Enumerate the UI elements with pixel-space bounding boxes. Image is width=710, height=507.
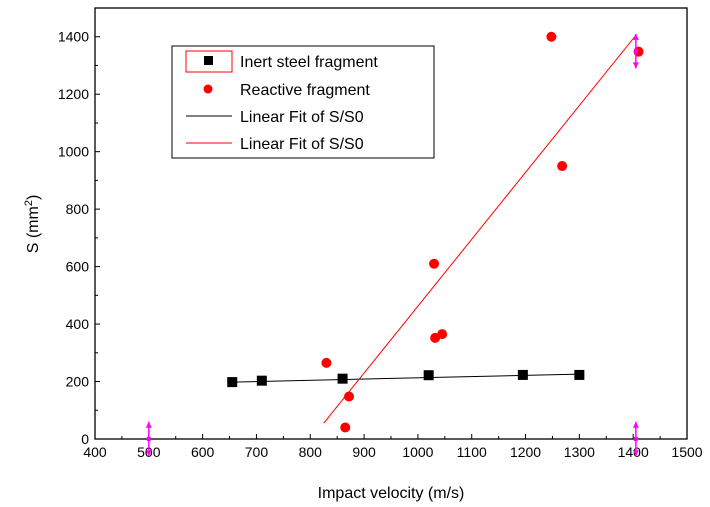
y-axis-title-main: S (mm — [25, 206, 42, 253]
legend-reactive-marker — [203, 84, 213, 94]
legend-inert-marker — [204, 56, 213, 65]
legend-label-reactive: Reactive fragment — [240, 82, 370, 99]
y-tick-label: 1400 — [58, 29, 89, 45]
legend-frame — [171, 45, 435, 159]
y-tick-label: 400 — [66, 316, 90, 332]
magenta-marker-arrow-down — [145, 450, 152, 457]
x-tick-label: 1200 — [510, 444, 541, 460]
magenta-marker — [145, 421, 152, 457]
magenta-markers — [145, 33, 639, 457]
y-tick-label: 1000 — [58, 144, 89, 160]
magenta-marker-arrow-down — [632, 450, 639, 457]
inert-point — [256, 375, 267, 386]
x-tick-label: 900 — [352, 444, 376, 460]
legend-highlight — [185, 50, 233, 73]
magenta-marker-center — [146, 437, 151, 441]
y-tick-label: 0 — [81, 431, 89, 447]
inert-point — [227, 377, 238, 388]
legend: Inert steel fragment Reactive fragment L… — [171, 45, 435, 159]
magenta-marker — [632, 421, 639, 457]
inert-point — [574, 369, 585, 380]
x-tick-label: 400 — [83, 444, 107, 460]
reactive-point — [437, 329, 448, 340]
magenta-marker-arrow-up — [632, 421, 639, 428]
reactive-point — [429, 258, 440, 269]
reactive-point — [340, 422, 351, 433]
x-tick-label: 1300 — [564, 444, 595, 460]
magenta-marker-arrow-down — [632, 62, 639, 69]
reactive-point — [557, 161, 568, 172]
reactive-point — [344, 391, 355, 402]
y-tick-label: 800 — [66, 201, 90, 217]
y-axis-title-close: ) — [25, 195, 42, 200]
inert-point — [337, 373, 348, 384]
magenta-marker-center — [633, 49, 638, 54]
y-axis: 0 200 400 600 800 1000 1200 1400 — [58, 7, 100, 447]
data-points — [227, 31, 644, 433]
x-axis: 4005006007008009001000110012001300140015… — [83, 434, 703, 460]
fit-line — [323, 34, 637, 424]
magenta-marker-arrow-up — [145, 421, 152, 428]
legend-label-inert: Inert steel fragment — [240, 54, 378, 71]
legend-label-fit-red: Linear Fit of S/S0 — [240, 136, 364, 153]
reactive-point — [546, 31, 557, 42]
x-tick-label: 800 — [299, 444, 323, 460]
x-tick-label: 1500 — [671, 444, 702, 460]
magenta-marker-center — [633, 437, 638, 441]
magenta-marker-arrow-up — [632, 33, 639, 40]
x-tick-label: 700 — [245, 444, 269, 460]
x-tick-label: 1100 — [457, 444, 487, 460]
y-tick-label: 600 — [66, 259, 90, 275]
x-tick-label: 1000 — [402, 444, 433, 460]
y-axis-title: S (mm2) — [23, 195, 42, 254]
magenta-marker — [632, 33, 639, 69]
y-tick-label: 1200 — [58, 86, 89, 102]
inert-point — [517, 369, 528, 380]
inert-point — [423, 370, 434, 381]
y-tick-label: 200 — [66, 374, 90, 390]
reactive-point — [321, 357, 332, 368]
y-axis-title-sup: 2 — [23, 200, 35, 206]
x-tick-label: 1400 — [618, 444, 649, 460]
legend-label-fit-black: Linear Fit of S/S0 — [240, 109, 364, 126]
x-tick-label: 600 — [191, 444, 215, 460]
x-axis-title: Impact velocity (m/s) — [318, 485, 465, 502]
